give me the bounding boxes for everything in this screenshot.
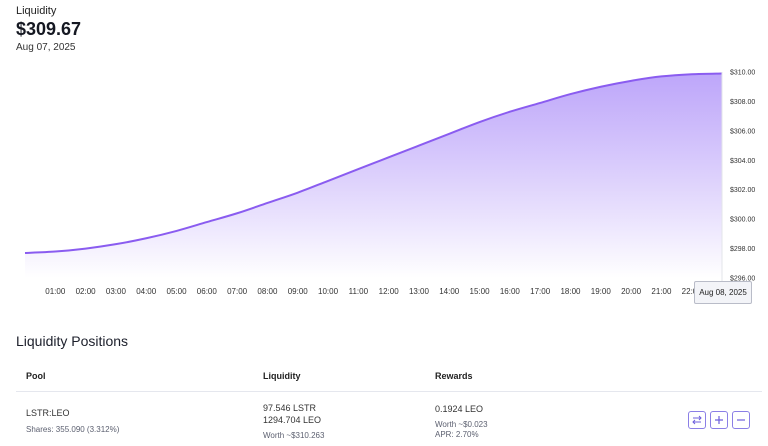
liquidity-line [24, 72, 723, 254]
pool-shares: Shares: 355.090 (3.312%) [26, 425, 120, 434]
y-tick-label: $300.00 [730, 217, 755, 224]
y-tick-label: $308.00 [730, 99, 755, 106]
x-tick-label: 12:00 [379, 287, 400, 296]
x-tick-label: 11:00 [349, 287, 369, 296]
x-tick-label: 06:00 [197, 287, 218, 296]
x-tick-label: 19:00 [591, 287, 612, 296]
y-tick-label: $310.00 [730, 70, 755, 77]
add-liquidity-button[interactable] [710, 411, 728, 429]
x-tick-label: 05:00 [167, 287, 188, 296]
column-header-liquidity: Liquidity [263, 371, 301, 381]
y-tick-label: $296.00 [730, 276, 755, 283]
x-tick-label: 22:00 [682, 287, 703, 296]
x-tick-label: 07:00 [227, 287, 248, 296]
remove-liquidity-button[interactable] [732, 411, 750, 429]
x-tick-label: 13:00 [409, 287, 430, 296]
reward-amount: 0.1924 LEO [435, 404, 484, 414]
x-tick-label: 02:00 [76, 287, 97, 296]
reward-worth: Worth ~$0.023 [435, 420, 488, 429]
column-header-rewards: Rewards [435, 371, 473, 381]
y-tick-label: $298.00 [730, 246, 755, 253]
positions-title: Liquidity Positions [16, 333, 129, 349]
y-tick-label: $302.00 [730, 187, 755, 194]
y-tick-label: $304.00 [730, 158, 755, 165]
x-tick-label: 03:00 [106, 287, 127, 296]
reward-apr: APR: 2.70% [435, 430, 479, 439]
x-tick-label: 17:00 [530, 287, 551, 296]
minus-icon [733, 414, 749, 426]
x-tick-label: 04:00 [136, 287, 157, 296]
y-tick-label: $306.00 [730, 128, 755, 135]
table-divider [16, 391, 762, 392]
liquidity-token-b: 1294.704 LEO [263, 415, 322, 425]
swap-button[interactable] [688, 411, 706, 429]
x-tick-label: 18:00 [560, 287, 581, 296]
liquidity-token-a: 97.546 LSTR [263, 403, 317, 413]
liquidity-chart[interactable]: $310.00 $308.00 $306.00 $304.00 $302.00 $300.… [0, 60, 768, 310]
x-tick-label: 09:00 [288, 287, 309, 296]
plus-icon [711, 414, 727, 426]
x-tick-label: 21:00 [651, 287, 672, 296]
x-tick-label: 14:00 [439, 287, 460, 296]
hover-date-tooltip: Aug 08, 2025 [694, 281, 752, 304]
chart-header-label: Liquidity [16, 5, 57, 17]
liquidity-value: $309.67 [16, 19, 82, 39]
x-tick-label: 15:00 [470, 287, 491, 296]
x-tick-label: 16:00 [500, 287, 521, 296]
x-tick-label: 08:00 [257, 287, 278, 296]
x-tick-label: 20:00 [621, 287, 642, 296]
liquidity-date: Aug 07, 2025 [16, 42, 76, 53]
pool-name: LSTR:LEO [26, 408, 70, 418]
column-header-pool: Pool [26, 371, 46, 381]
x-tick-label: 10:00 [318, 287, 339, 296]
liquidity-worth: Worth ~$310.263 [263, 431, 325, 440]
x-tick-label: 01:00 [45, 287, 66, 296]
swap-icon [689, 414, 705, 426]
liquidity-area [25, 73, 722, 278]
